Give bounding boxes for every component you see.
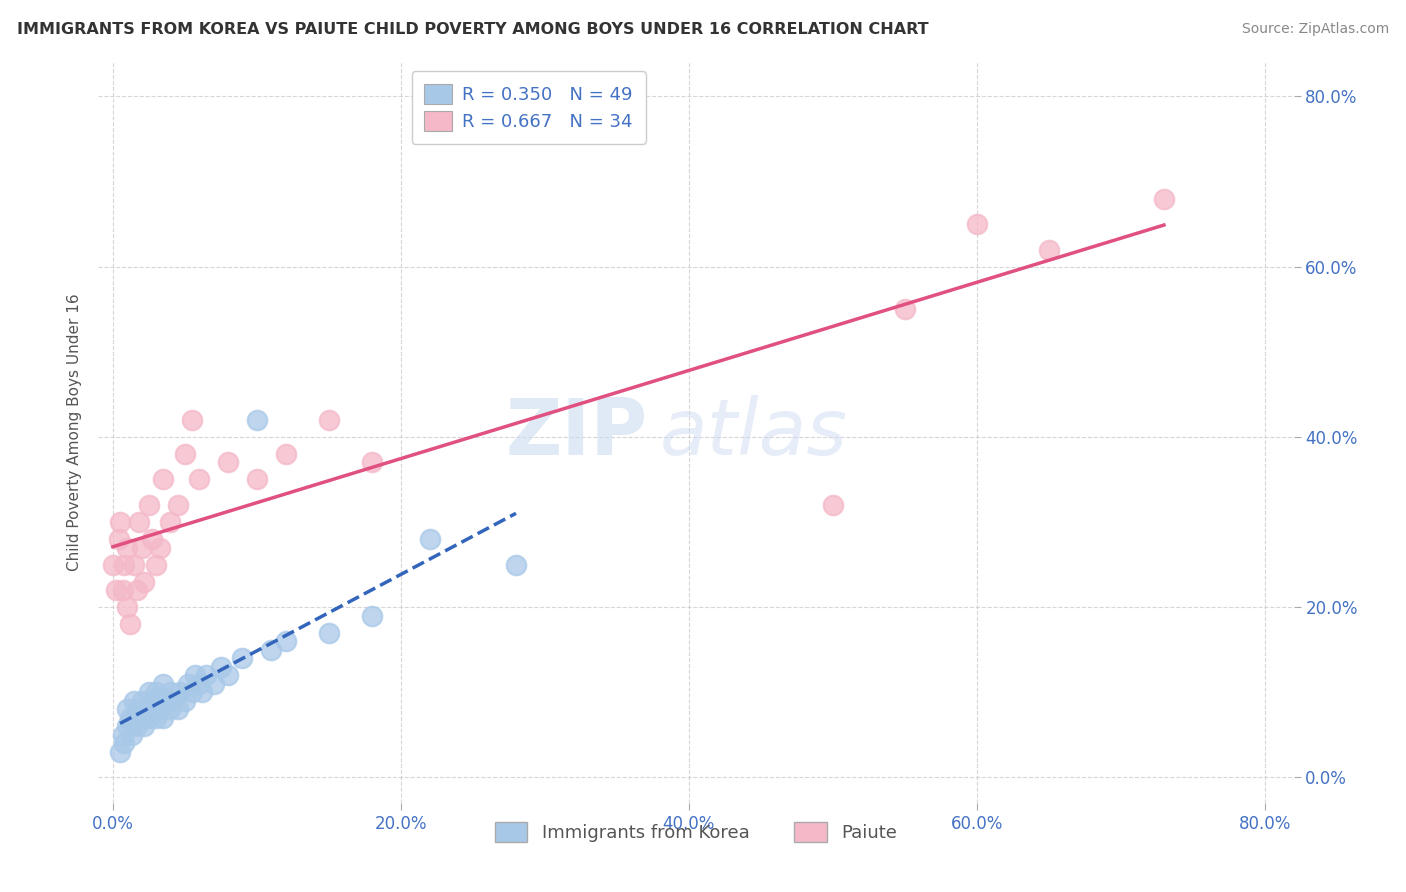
Point: [111, 582, 134, 597]
Point: [260, 642, 283, 657]
Point: [152, 472, 174, 486]
Point: [1038, 243, 1060, 257]
Point: [131, 711, 153, 725]
Point: [274, 634, 297, 648]
Point: [111, 728, 134, 742]
Point: [173, 447, 195, 461]
Point: [138, 711, 160, 725]
Legend: Immigrants from Korea, Paiute: Immigrants from Korea, Paiute: [488, 815, 904, 849]
Point: [966, 217, 988, 231]
Point: [166, 702, 188, 716]
Point: [217, 455, 239, 469]
Point: [115, 541, 138, 555]
Point: [217, 668, 239, 682]
Point: [155, 694, 177, 708]
Point: [159, 685, 181, 699]
Point: [191, 685, 214, 699]
Point: [120, 711, 142, 725]
Point: [124, 711, 146, 725]
Point: [166, 498, 188, 512]
Point: [145, 711, 167, 725]
Point: [124, 558, 146, 572]
Point: [128, 515, 150, 529]
Point: [159, 515, 181, 529]
Point: [127, 719, 149, 733]
Point: [173, 694, 195, 708]
Y-axis label: Child Poverty Among Boys Under 16: Child Poverty Among Boys Under 16: [66, 293, 82, 572]
Point: [231, 651, 253, 665]
Point: [115, 702, 138, 716]
Point: [184, 668, 207, 682]
Point: [274, 447, 297, 461]
Point: [152, 676, 174, 690]
Point: [148, 702, 170, 716]
Point: [142, 694, 165, 708]
Point: [141, 702, 163, 716]
Text: ZIP: ZIP: [506, 394, 648, 471]
Point: [104, 582, 127, 597]
Point: [181, 413, 204, 427]
Point: [135, 702, 157, 716]
Point: [138, 685, 160, 699]
Point: [188, 472, 211, 486]
Point: [169, 685, 191, 699]
Point: [138, 498, 160, 512]
Point: [318, 413, 340, 427]
Point: [115, 719, 138, 733]
Point: [145, 558, 167, 572]
Point: [112, 736, 135, 750]
Point: [152, 711, 174, 725]
Point: [115, 600, 138, 615]
Point: [162, 694, 184, 708]
Point: [134, 719, 156, 733]
Point: [1153, 192, 1175, 206]
Text: Source: ZipAtlas.com: Source: ZipAtlas.com: [1241, 22, 1389, 37]
Point: [159, 702, 181, 716]
Point: [120, 617, 142, 632]
Point: [101, 558, 124, 572]
Point: [318, 625, 340, 640]
Point: [131, 694, 153, 708]
Point: [419, 532, 441, 546]
Point: [145, 685, 167, 699]
Text: IMMIGRANTS FROM KOREA VS PAIUTE CHILD POVERTY AMONG BOYS UNDER 16 CORRELATION CH: IMMIGRANTS FROM KOREA VS PAIUTE CHILD PO…: [17, 22, 928, 37]
Point: [141, 532, 163, 546]
Point: [108, 515, 131, 529]
Point: [195, 668, 218, 682]
Point: [821, 498, 844, 512]
Point: [131, 541, 153, 555]
Point: [209, 659, 232, 673]
Point: [176, 676, 198, 690]
Point: [134, 574, 156, 589]
Point: [128, 702, 150, 716]
Point: [107, 532, 129, 546]
Point: [121, 728, 143, 742]
Point: [505, 558, 527, 572]
Text: atlas: atlas: [661, 394, 848, 471]
Point: [202, 676, 225, 690]
Point: [246, 472, 269, 486]
Point: [246, 413, 269, 427]
Point: [893, 302, 915, 317]
Point: [361, 455, 384, 469]
Point: [127, 582, 149, 597]
Point: [108, 745, 131, 759]
Point: [124, 694, 146, 708]
Point: [112, 558, 135, 572]
Point: [361, 608, 384, 623]
Point: [188, 676, 211, 690]
Point: [181, 685, 204, 699]
Point: [149, 694, 172, 708]
Point: [149, 541, 172, 555]
